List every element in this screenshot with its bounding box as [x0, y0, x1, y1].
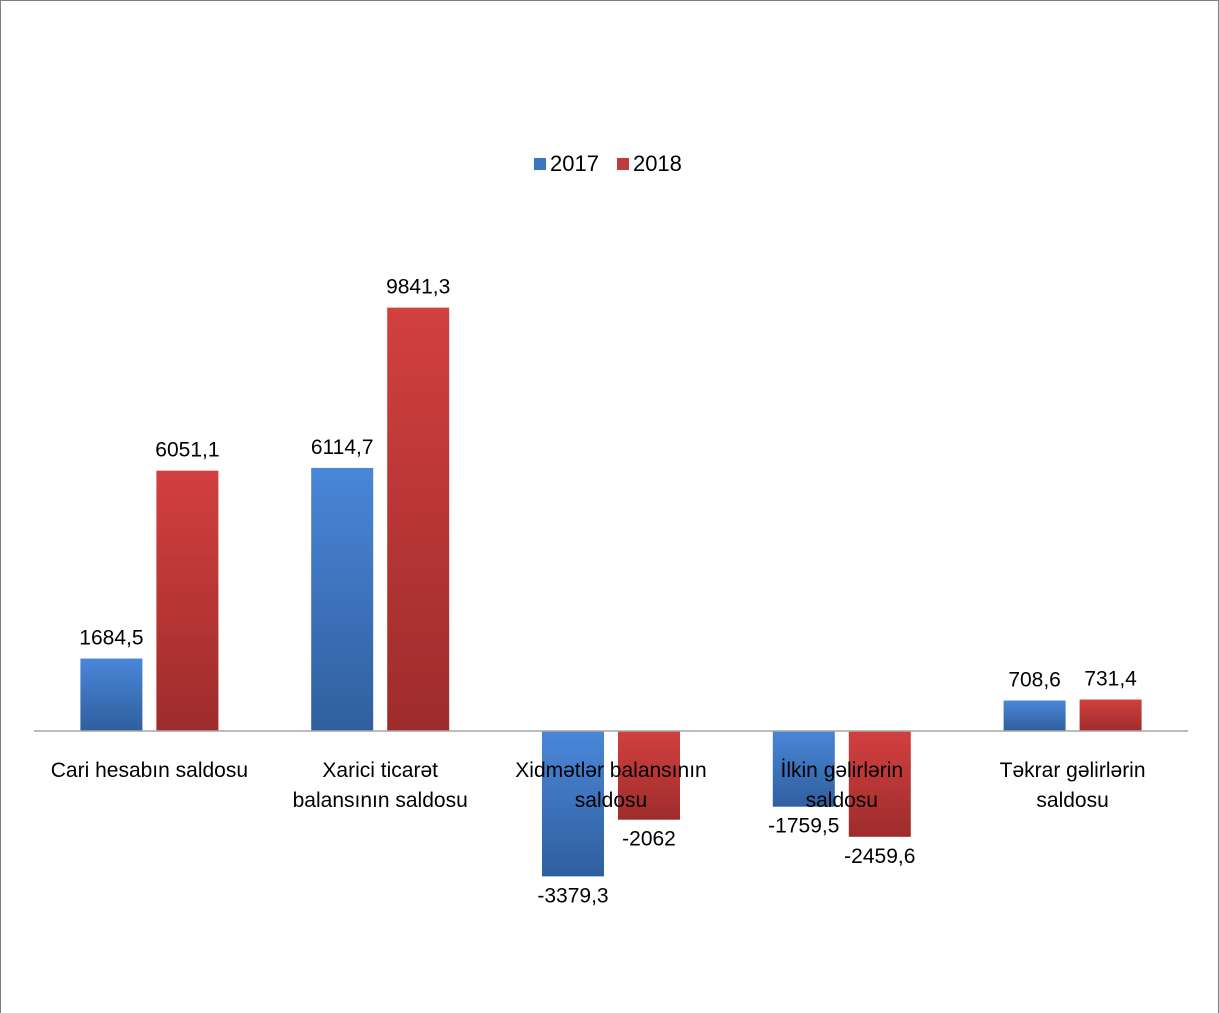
bar-2018-1 [387, 307, 450, 731]
bar-2017-0 [80, 658, 143, 731]
bar-2018-4 [1079, 699, 1142, 731]
category-label-1-0: Xarici ticarət [322, 759, 438, 782]
category-label-1-1: balansının saldosu [293, 789, 468, 812]
bar-2018-0 [156, 470, 219, 731]
data-label-2017-2: -3379,3 [537, 884, 608, 907]
bar-2017-4 [1003, 700, 1066, 731]
bar-2018-3 [848, 731, 911, 837]
category-label-3-0: İlkin gəlirlərin [781, 759, 904, 782]
data-label-2017-0: 1684,5 [79, 627, 143, 650]
category-label-2-1: saldosu [575, 789, 647, 812]
legend-label-2018: 2018 [632, 151, 682, 176]
category-label-3-1: saldosu [806, 789, 878, 812]
bar-2017-1 [311, 467, 374, 731]
category-label-4-0: Təkrar gəlirlərin [1000, 759, 1146, 782]
data-label-2018-4: 731,4 [1084, 668, 1137, 691]
bar-2017-3 [772, 731, 835, 807]
legend-item-2018: 2018 [616, 151, 682, 177]
category-label-0-0: Cari hesabın saldosu [51, 759, 248, 782]
data-label-2018-1: 9841,3 [386, 276, 450, 299]
data-label-2017-3: -1759,5 [768, 815, 839, 838]
legend-label-2017: 2017 [550, 151, 599, 176]
data-label-2017-1: 6114,7 [311, 436, 374, 459]
data-label-2018-3: -2459,6 [844, 845, 915, 868]
data-label-2018-0: 6051,1 [155, 439, 219, 462]
data-label-2017-4: 708,6 [1008, 669, 1061, 692]
legend-item-2017: 2017 [534, 151, 599, 177]
legend-swatch-2017 [534, 158, 546, 170]
chart-legend: 2017 2018 [534, 150, 700, 178]
bar-2018-2 [618, 731, 680, 820]
bar-2017-2 [542, 731, 604, 877]
data-label-2018-2: -2062 [622, 828, 676, 851]
category-label-4-1: saldosu [1036, 789, 1108, 812]
category-label-2-0: Xidmətlər balansının [515, 759, 706, 782]
legend-swatch-2018 [616, 158, 629, 170]
